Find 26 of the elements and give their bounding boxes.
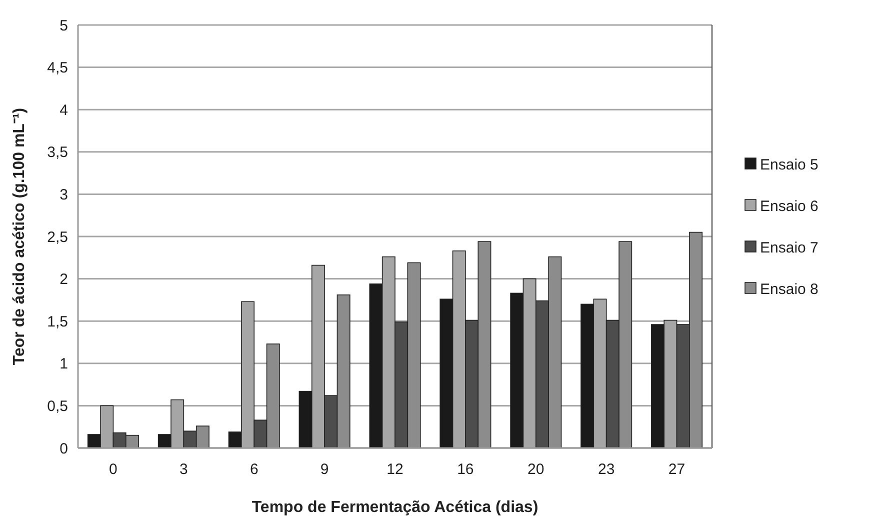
y-tick-label: 5	[60, 17, 68, 34]
x-tick-label: 6	[250, 461, 258, 478]
x-tick-label: 3	[179, 461, 188, 478]
y-tick-label: 2,5	[47, 228, 68, 246]
legend-label: Ensaio 5	[760, 156, 818, 174]
y-tick-label: 3	[60, 186, 68, 204]
x-tick-label: 12	[386, 461, 404, 478]
y-tick-label: 2	[60, 271, 68, 288]
x-tick-label: 20	[528, 461, 544, 478]
x-tick-label: 27	[668, 461, 686, 478]
y-tick-label: 4,5	[47, 60, 68, 77]
legend-label: Ensaio 6	[760, 198, 818, 215]
x-tick-label: 23	[598, 461, 615, 478]
x-tick-label: 0	[109, 461, 118, 478]
x-tick-label: 9	[320, 461, 329, 478]
y-tick-label: 3,5	[47, 144, 68, 162]
y-tick-label: 0	[60, 440, 68, 458]
y-tick-label: 0,5	[47, 398, 68, 415]
y-tick-label: 1,5	[47, 313, 68, 330]
x-axis-title: Tempo de Fermentação Acética (dias)	[252, 499, 538, 516]
legend-label: Ensaio 8	[760, 280, 818, 298]
y-tick-label: 4	[60, 102, 68, 119]
y-tick-label: 1	[60, 356, 68, 373]
y-axis-title: Teor de ácido acético (g.100 mL⁻¹)	[11, 108, 28, 366]
legend-label: Ensaio 7	[760, 239, 818, 256]
x-tick-label: 16	[457, 461, 474, 478]
